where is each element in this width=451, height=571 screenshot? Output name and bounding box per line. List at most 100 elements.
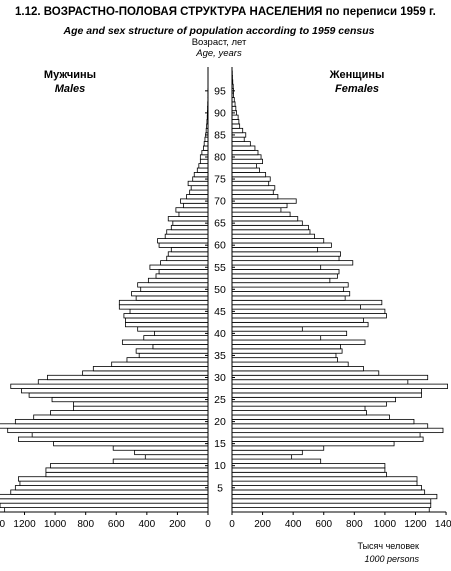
bar-female-age-54 xyxy=(231,269,340,275)
bar-female-age-83 xyxy=(231,141,251,147)
age-axis-label-ru: Возраст, лет xyxy=(192,37,247,48)
bar-female-age-29 xyxy=(231,379,409,385)
bar-male-age-43 xyxy=(125,317,209,323)
bar-male-age-14 xyxy=(112,445,209,451)
age-tick-label-25: 25 xyxy=(214,394,226,406)
bar-male-age-55 xyxy=(149,264,209,270)
legend-males-ru: Мужчины xyxy=(44,69,96,81)
bar-female-age-77 xyxy=(231,167,260,173)
bar-female-age-42 xyxy=(231,321,369,328)
age-axis-label-en: Age, years xyxy=(195,48,242,59)
age-tick-label-45: 45 xyxy=(214,306,226,318)
bar-female-age-14 xyxy=(231,445,325,451)
bar-male-age-5 xyxy=(14,485,209,491)
bar-female-age-19 xyxy=(231,423,429,429)
bar-female-age-84 xyxy=(231,136,245,142)
bar-male-age-57 xyxy=(166,255,209,262)
bar-male-age-27 xyxy=(21,388,209,394)
bar-female-age-88 xyxy=(231,119,240,125)
bar-male-age-61 xyxy=(157,238,209,244)
bar-male-age-58 xyxy=(167,251,209,257)
bar-male-age-10 xyxy=(50,463,209,469)
bar-male-age-42 xyxy=(125,321,209,328)
bar-female-age-62 xyxy=(231,233,315,239)
bar-female-age-18 xyxy=(231,427,444,434)
bar-female-age-61 xyxy=(231,238,325,244)
bar-male-age-16 xyxy=(17,436,209,442)
bar-female-age-57 xyxy=(231,255,340,262)
bar-male-age-39 xyxy=(143,335,209,341)
bar-female-age-2 xyxy=(231,498,432,504)
bar-male-age-3 xyxy=(0,493,209,500)
legend-males-en: Males xyxy=(55,83,86,95)
bar-female-age-46 xyxy=(231,304,361,310)
bar-female-age-86 xyxy=(231,127,244,134)
bar-male-age-60 xyxy=(158,242,209,248)
bar-female-age-33 xyxy=(231,361,349,367)
bar-male-age-77 xyxy=(196,167,209,173)
bar-male-age-46 xyxy=(118,304,209,310)
bar-male-age-56 xyxy=(160,260,209,266)
x-tick-label-right-1200: 1200 xyxy=(404,519,427,530)
bar-female-age-72 xyxy=(231,189,274,195)
bar-male-age-6 xyxy=(19,480,209,486)
bar-male-age-67 xyxy=(178,211,209,217)
bar-female-age-9 xyxy=(231,467,386,473)
x-axis-label-en: 1000 persons xyxy=(364,554,419,564)
bar-female-age-58 xyxy=(231,251,341,257)
bar-female-age-11 xyxy=(231,458,322,464)
bar-female-age-80 xyxy=(231,154,262,160)
bar-male-age-66 xyxy=(167,216,209,222)
x-tick-label-left-200: 200 xyxy=(169,519,186,530)
bar-female-age-8 xyxy=(231,471,387,478)
bar-male-age-71 xyxy=(186,194,209,200)
age-tick-label-5: 5 xyxy=(217,482,223,494)
bar-female-age-31 xyxy=(231,370,380,376)
bar-male-age-64 xyxy=(170,224,209,231)
bar-female-age-35 xyxy=(231,352,337,359)
bar-female-age-13 xyxy=(231,449,303,456)
bar-male-age-33 xyxy=(111,361,209,367)
bar-male-age-72 xyxy=(189,189,209,195)
bar-male-age-53 xyxy=(155,273,209,279)
x-tick-label-right-0: 0 xyxy=(229,519,235,530)
bar-male-age-17 xyxy=(31,432,209,438)
bar-female-age-0 xyxy=(231,507,430,513)
bar-male-age-73 xyxy=(190,185,209,191)
bar-male-age-70 xyxy=(180,198,209,204)
legend-females-ru: Женщины xyxy=(329,69,385,81)
bar-female-age-21 xyxy=(231,414,390,420)
chart-title: 1.12. ВОЗРАСТНО-ПОЛОВАЯ СТРУКТУРА НАСЕЛЕ… xyxy=(15,6,436,18)
age-tick-label-50: 50 xyxy=(214,284,226,296)
chart-subtitle: Age and sex structure of population acco… xyxy=(63,25,375,37)
bar-female-age-73 xyxy=(231,185,276,191)
bar-female-age-82 xyxy=(231,145,256,151)
x-axis-label-ru: Тысяч человек xyxy=(357,541,419,551)
age-tick-label-15: 15 xyxy=(214,438,226,450)
bar-female-age-1 xyxy=(231,502,432,508)
bar-female-age-3 xyxy=(231,493,438,500)
bar-male-age-8 xyxy=(45,471,209,478)
bar-male-age-62 xyxy=(164,233,209,239)
bar-male-age-74 xyxy=(187,180,209,187)
age-tick-label-60: 60 xyxy=(214,240,226,252)
bar-female-age-17 xyxy=(231,432,421,438)
bar-female-age-39 xyxy=(231,335,322,341)
age-tick-label-95: 95 xyxy=(214,85,226,97)
age-tick-label-35: 35 xyxy=(214,350,226,362)
bar-male-age-1 xyxy=(0,502,209,508)
bar-male-age-79 xyxy=(199,158,209,165)
x-tick-label-left-1400: 1400 xyxy=(0,519,5,530)
bar-female-age-55 xyxy=(231,264,322,270)
bar-female-age-71 xyxy=(231,194,279,200)
bar-male-age-44 xyxy=(123,313,209,319)
bar-male-age-25 xyxy=(51,396,209,403)
bar-female-age-53 xyxy=(231,273,338,279)
bar-female-age-4 xyxy=(231,489,426,495)
x-tick-label-right-600: 600 xyxy=(315,519,332,530)
bar-male-age-68 xyxy=(175,207,209,213)
bar-female-age-75 xyxy=(231,176,271,182)
age-tick-label-10: 10 xyxy=(214,460,226,472)
bar-male-age-4 xyxy=(10,489,209,495)
